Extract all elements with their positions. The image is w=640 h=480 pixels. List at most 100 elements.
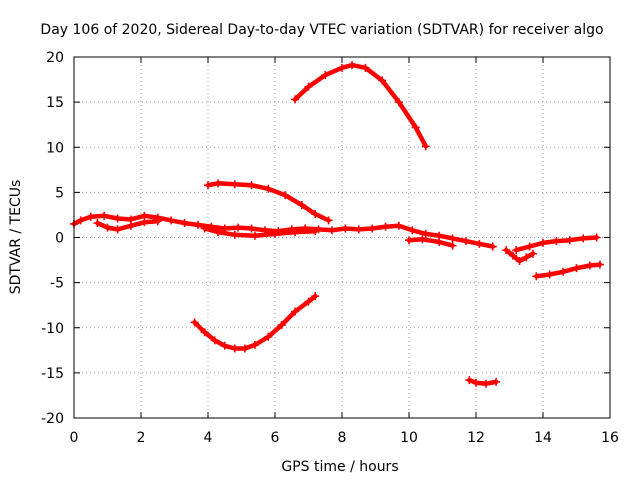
series-line — [406, 237, 455, 248]
series-line — [192, 293, 318, 351]
x-tick-label: 6 — [271, 430, 280, 446]
data-point — [140, 218, 149, 227]
data-point — [532, 272, 541, 281]
data-point — [488, 242, 497, 251]
data-point — [475, 239, 484, 248]
data-point — [324, 216, 333, 225]
data-point — [180, 219, 189, 228]
data-point — [508, 251, 517, 260]
data-point — [291, 228, 300, 237]
data-point — [465, 376, 474, 385]
data-point — [512, 246, 521, 255]
series-line — [467, 377, 499, 386]
data-point — [592, 233, 601, 242]
y-tick-label: 20 — [46, 50, 64, 66]
data-point — [214, 228, 223, 237]
data-point — [552, 237, 561, 246]
tick-labels: 0 2 4 6 8 10 12 14 16 -20 -15 -10 -5 0 5 10 15 20 — [41, 50, 619, 446]
data-series — [70, 61, 604, 388]
data-point — [291, 95, 300, 104]
data-point — [311, 210, 320, 219]
series-arc-mid-descending — [204, 179, 333, 225]
data-point — [204, 181, 212, 190]
data-point — [311, 227, 320, 236]
data-point — [545, 270, 554, 279]
x-tick-label: 8 — [338, 430, 347, 446]
data-point — [113, 214, 122, 223]
data-point — [394, 98, 403, 107]
data-point — [210, 336, 219, 345]
x-tick-label: 16 — [601, 430, 619, 446]
data-point — [502, 246, 511, 255]
data-point — [585, 261, 594, 270]
x-tick-label: 10 — [400, 430, 418, 446]
x-tick-label: 14 — [534, 430, 552, 446]
y-tick-label: -20 — [41, 411, 64, 427]
axis-ticks — [73, 56, 611, 419]
data-point — [525, 242, 534, 251]
data-point — [595, 260, 604, 269]
data-point — [103, 223, 112, 232]
data-point — [579, 234, 588, 243]
data-point — [230, 230, 239, 239]
data-point — [461, 237, 470, 246]
data-point — [76, 216, 85, 225]
data-point — [565, 236, 574, 245]
data-point — [167, 216, 176, 225]
data-point — [247, 224, 256, 233]
data-point — [448, 234, 457, 243]
data-point — [230, 180, 239, 189]
series-band-under — [200, 224, 320, 240]
data-point — [394, 221, 403, 230]
y-tick-label: -5 — [50, 276, 64, 292]
x-axis-label: GPS time / hours — [281, 459, 398, 475]
data-point — [264, 184, 273, 193]
data-point — [193, 220, 202, 229]
data-point — [86, 212, 95, 221]
data-point — [220, 341, 229, 350]
x-tick-label: 4 — [204, 430, 213, 446]
data-point — [448, 241, 457, 250]
data-point — [572, 264, 581, 273]
data-point — [492, 377, 501, 386]
data-point — [338, 63, 346, 72]
data-point — [153, 217, 162, 226]
y-tick-label: 0 — [55, 231, 64, 247]
series-line — [292, 62, 429, 149]
data-point — [250, 340, 259, 349]
data-point — [522, 253, 531, 262]
data-point — [482, 379, 491, 388]
data-point — [190, 318, 199, 327]
data-point — [200, 224, 209, 233]
data-point — [368, 224, 377, 233]
data-point — [321, 71, 330, 80]
data-point — [277, 321, 286, 330]
series-cluster-13 — [502, 246, 537, 265]
series-band-late — [512, 233, 601, 255]
data-point — [559, 267, 568, 276]
data-point — [381, 222, 390, 231]
y-tick-label: 10 — [46, 140, 64, 156]
y-axis-label: SDTVAR / TECUs — [8, 180, 24, 295]
series-segment-10 — [405, 235, 457, 250]
data-point — [297, 201, 306, 210]
data-point — [304, 82, 313, 91]
x-tick-label: 2 — [137, 430, 146, 446]
series-band-lower-branch — [93, 217, 162, 234]
grid — [74, 57, 610, 418]
data-point — [291, 307, 300, 316]
data-point — [341, 224, 350, 233]
series-arc-upper — [291, 61, 430, 151]
x-tick-label: 0 — [70, 430, 79, 446]
data-point — [234, 223, 243, 232]
data-point — [214, 179, 223, 188]
data-point — [421, 142, 430, 151]
y-tick-label: -10 — [41, 321, 64, 337]
data-point — [281, 191, 290, 200]
data-point — [421, 229, 430, 238]
data-point — [472, 378, 480, 387]
y-tick-label: 15 — [46, 95, 64, 111]
x-tick-label: 12 — [467, 430, 485, 446]
data-point — [250, 231, 259, 240]
